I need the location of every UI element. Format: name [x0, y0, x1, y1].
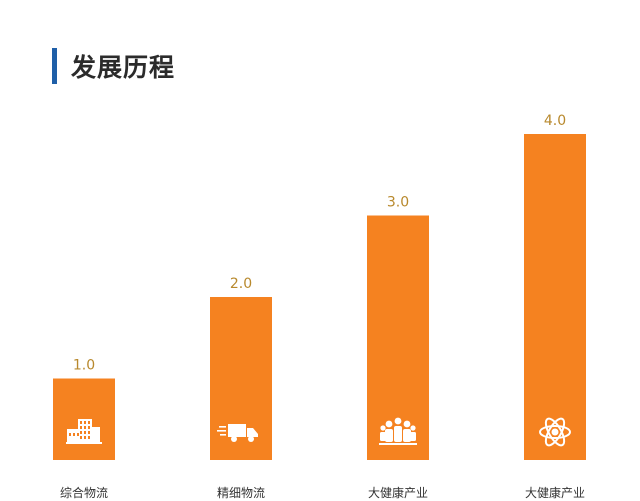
- building-icon: [66, 419, 102, 444]
- category-label-3: 大健康产业: [368, 485, 428, 500]
- bar-4: [524, 134, 586, 460]
- value-label-1: 1.0: [73, 358, 95, 374]
- category-label-1: 综合物流: [60, 485, 108, 500]
- category-label-2: 精细物流: [217, 486, 265, 500]
- value-label-3: 3.0: [387, 195, 409, 211]
- atom-icon: [539, 417, 571, 447]
- category-label-4: 大健康产业: [525, 485, 585, 500]
- people-group-icon: [379, 417, 417, 445]
- value-label-4: 4.0: [544, 113, 566, 129]
- page-title: 发展历程: [71, 53, 176, 82]
- section-header: 发展历程: [52, 48, 175, 84]
- title-accent-bar: [52, 48, 57, 84]
- delivery-truck-icon: [217, 424, 258, 442]
- value-label-2: 2.0: [230, 276, 252, 292]
